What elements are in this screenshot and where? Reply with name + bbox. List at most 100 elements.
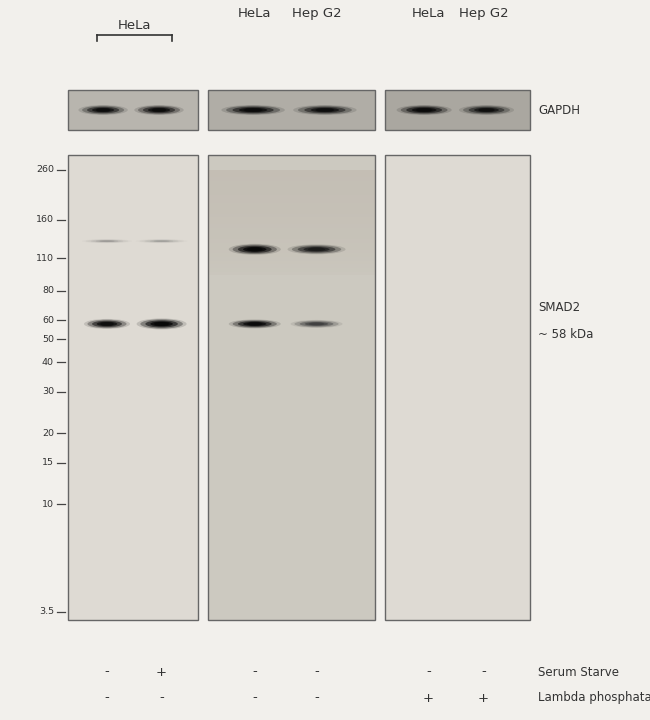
Text: 40: 40 <box>42 358 54 366</box>
Bar <box>208 264 375 268</box>
Ellipse shape <box>233 320 277 328</box>
Ellipse shape <box>233 245 277 254</box>
Ellipse shape <box>92 108 114 112</box>
Ellipse shape <box>96 240 118 242</box>
Text: -: - <box>314 691 319 704</box>
Text: 80: 80 <box>42 287 54 295</box>
Ellipse shape <box>150 240 174 242</box>
Ellipse shape <box>136 318 187 330</box>
Ellipse shape <box>294 320 339 328</box>
Bar <box>385 90 530 130</box>
Text: +: + <box>478 691 489 704</box>
Ellipse shape <box>396 105 452 115</box>
Bar <box>208 210 375 214</box>
Ellipse shape <box>304 247 330 251</box>
Bar <box>208 221 375 225</box>
Ellipse shape <box>154 240 170 242</box>
Bar <box>208 246 375 250</box>
Bar <box>208 155 375 620</box>
Ellipse shape <box>304 107 346 113</box>
Bar <box>208 261 375 264</box>
Ellipse shape <box>79 105 128 115</box>
Ellipse shape <box>411 108 437 112</box>
Bar <box>208 250 375 253</box>
Text: ~ 58 kDa: ~ 58 kDa <box>538 328 593 341</box>
Ellipse shape <box>247 248 263 251</box>
Text: 60: 60 <box>42 316 54 325</box>
Bar <box>208 184 375 188</box>
Text: SMAD2: SMAD2 <box>538 301 580 314</box>
Ellipse shape <box>92 320 122 327</box>
Ellipse shape <box>247 323 263 325</box>
Ellipse shape <box>96 108 111 112</box>
Ellipse shape <box>138 106 180 114</box>
Ellipse shape <box>140 240 184 243</box>
Text: +: + <box>156 665 167 678</box>
Text: -: - <box>252 665 257 678</box>
Bar <box>208 268 375 271</box>
Ellipse shape <box>293 105 357 115</box>
Ellipse shape <box>229 320 281 328</box>
Bar <box>208 257 375 261</box>
Ellipse shape <box>243 322 266 326</box>
Bar <box>208 243 375 246</box>
Ellipse shape <box>292 245 341 253</box>
Text: -: - <box>481 665 486 678</box>
Ellipse shape <box>140 319 183 328</box>
Ellipse shape <box>478 108 495 112</box>
Text: 50: 50 <box>42 335 54 343</box>
Bar <box>208 202 375 207</box>
Text: GAPDH: GAPDH <box>538 104 580 117</box>
Ellipse shape <box>99 240 114 242</box>
Ellipse shape <box>291 320 343 328</box>
Ellipse shape <box>148 108 170 112</box>
Ellipse shape <box>150 321 173 326</box>
Text: HeLa: HeLa <box>238 7 272 20</box>
Ellipse shape <box>243 247 266 252</box>
Text: +: + <box>423 691 434 704</box>
Bar <box>208 275 375 279</box>
Text: -: - <box>314 665 319 678</box>
Ellipse shape <box>474 108 499 112</box>
Bar <box>208 170 375 174</box>
Ellipse shape <box>459 105 514 115</box>
Ellipse shape <box>311 108 339 112</box>
Text: 30: 30 <box>42 387 54 396</box>
Bar <box>208 232 375 235</box>
Ellipse shape <box>87 107 119 113</box>
Text: HeLa: HeLa <box>411 7 445 20</box>
Ellipse shape <box>401 106 448 114</box>
Ellipse shape <box>226 106 280 114</box>
Text: 20: 20 <box>42 428 54 438</box>
Bar <box>208 174 375 177</box>
Text: Serum Starve: Serum Starve <box>538 665 619 678</box>
Text: 15: 15 <box>42 458 54 467</box>
Ellipse shape <box>238 321 272 327</box>
Ellipse shape <box>88 320 127 328</box>
Ellipse shape <box>406 107 442 113</box>
Ellipse shape <box>151 108 166 112</box>
Ellipse shape <box>308 248 325 251</box>
Ellipse shape <box>86 240 128 243</box>
Bar <box>208 199 375 202</box>
Bar <box>208 192 375 195</box>
Ellipse shape <box>91 240 124 243</box>
Text: 110: 110 <box>36 253 54 263</box>
Text: HeLa: HeLa <box>118 19 151 32</box>
Text: 260: 260 <box>36 166 54 174</box>
Text: -: - <box>426 665 431 678</box>
Ellipse shape <box>239 108 267 112</box>
Ellipse shape <box>238 246 272 253</box>
Text: -: - <box>105 691 109 704</box>
Bar <box>208 181 375 184</box>
Ellipse shape <box>309 323 324 325</box>
Bar <box>208 253 375 257</box>
Ellipse shape <box>154 322 169 326</box>
Ellipse shape <box>416 108 432 112</box>
Bar <box>208 225 375 228</box>
Text: -: - <box>105 665 109 678</box>
Bar <box>208 207 375 210</box>
Text: Hep G2: Hep G2 <box>292 7 341 20</box>
Bar <box>385 155 530 620</box>
Bar <box>208 188 375 192</box>
